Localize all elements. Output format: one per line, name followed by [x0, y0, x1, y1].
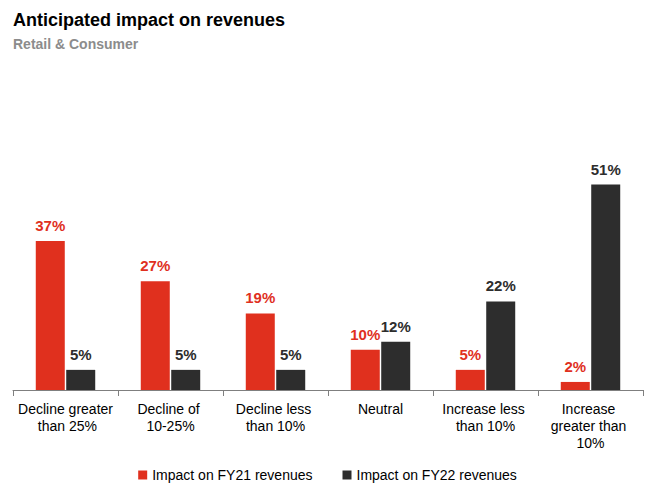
svg-text:Decline of: Decline of	[137, 401, 203, 417]
svg-text:Impact on FY22 revenues: Impact on FY22 revenues	[357, 467, 517, 483]
svg-text:10-25%: 10-25%	[146, 418, 194, 434]
svg-text:Impact on FY21 revenues: Impact on FY21 revenues	[152, 467, 312, 483]
svg-text:19%: 19%	[245, 289, 275, 306]
svg-text:than 10%: than 10%	[246, 418, 305, 434]
svg-text:51%: 51%	[591, 161, 621, 178]
svg-text:Increase: Increase	[562, 401, 620, 417]
svg-text:than 25%: than 25%	[34, 418, 97, 434]
svg-text:5%: 5%	[459, 346, 481, 363]
svg-text:37%: 37%	[35, 217, 65, 234]
svg-text:Decline less: Decline less	[236, 401, 315, 417]
svg-text:than 10%: than 10%	[456, 418, 515, 434]
svg-text:12%: 12%	[381, 318, 411, 335]
svg-text:Retail & Consumer: Retail & Consumer	[13, 36, 139, 52]
svg-text:10%: 10%	[350, 326, 380, 343]
svg-text:5%: 5%	[70, 346, 92, 363]
svg-text:22%: 22%	[486, 277, 516, 294]
svg-text:5%: 5%	[175, 346, 197, 363]
svg-text:greater than: greater than	[551, 418, 630, 434]
svg-text:Decline greater: Decline greater	[18, 401, 113, 417]
svg-text:5%: 5%	[280, 346, 302, 363]
svg-text:Neutral: Neutral	[358, 401, 403, 417]
svg-text:10%: 10%	[576, 435, 604, 451]
svg-text:Increase less: Increase less	[442, 401, 528, 417]
svg-text:27%: 27%	[140, 257, 170, 274]
svg-text:2%: 2%	[564, 358, 586, 375]
svg-text:Anticipated impact on revenues: Anticipated impact on revenues	[13, 10, 285, 30]
